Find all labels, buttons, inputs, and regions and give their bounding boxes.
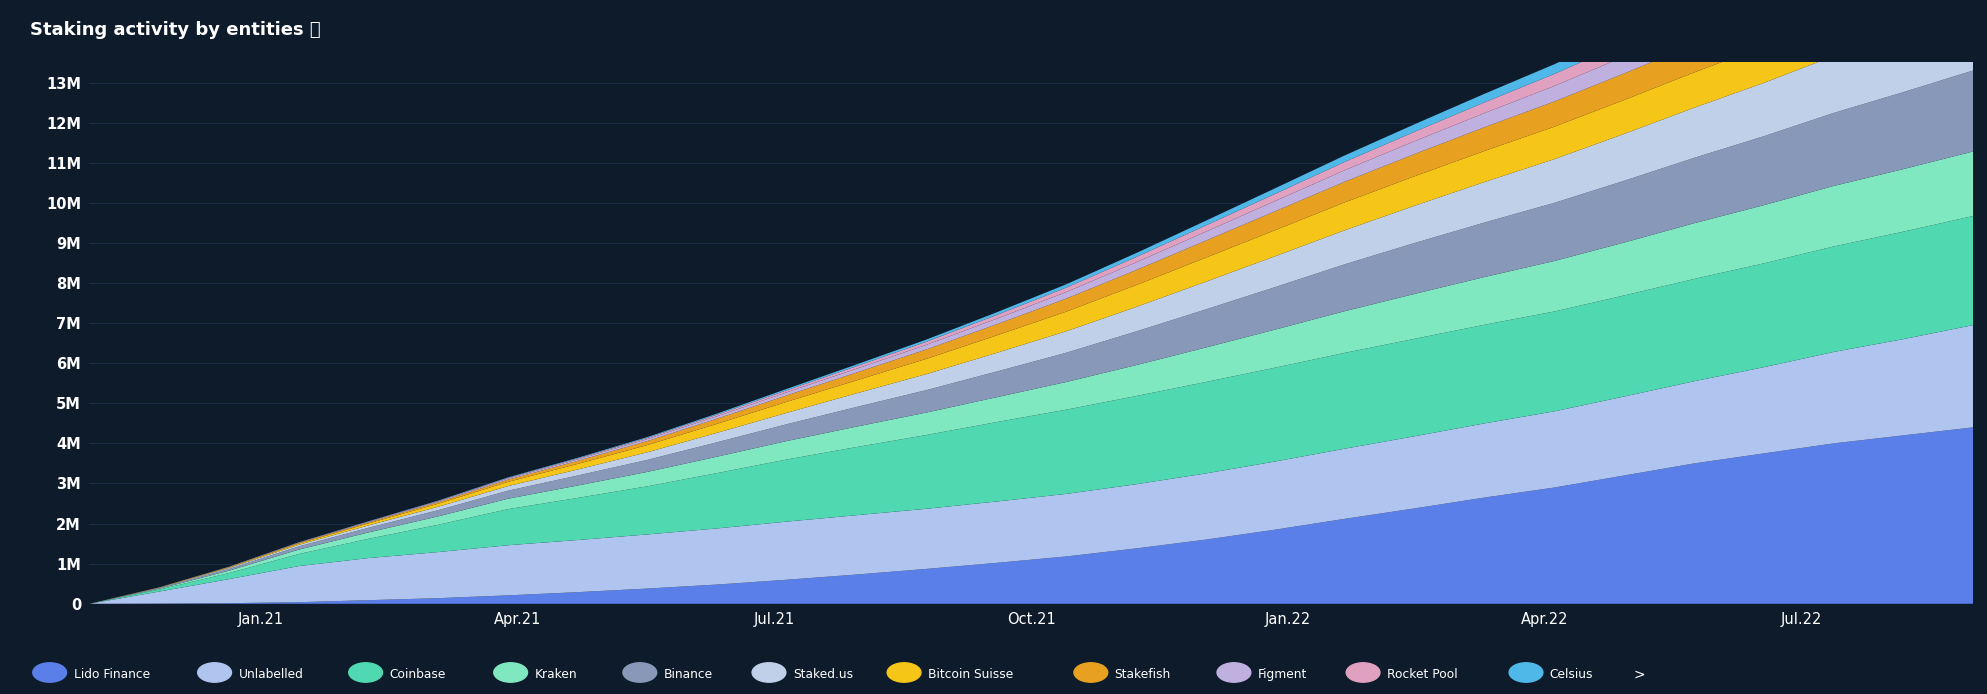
Text: Celsius: Celsius: [1550, 668, 1594, 681]
Text: Binance: Binance: [664, 668, 713, 681]
Text: >: >: [1633, 668, 1645, 682]
Text: Kraken: Kraken: [535, 668, 576, 681]
Text: Lido Finance: Lido Finance: [74, 668, 149, 681]
Text: Unlabelled: Unlabelled: [238, 668, 304, 681]
Text: Stakefish: Stakefish: [1115, 668, 1170, 681]
Text: Staked.us: Staked.us: [793, 668, 852, 681]
Text: Figment: Figment: [1258, 668, 1307, 681]
Text: Staking activity by entities ⓘ: Staking activity by entities ⓘ: [30, 21, 320, 39]
Text: Bitcoin Suisse: Bitcoin Suisse: [928, 668, 1013, 681]
Text: Rocket Pool: Rocket Pool: [1387, 668, 1458, 681]
Text: Coinbase: Coinbase: [389, 668, 445, 681]
